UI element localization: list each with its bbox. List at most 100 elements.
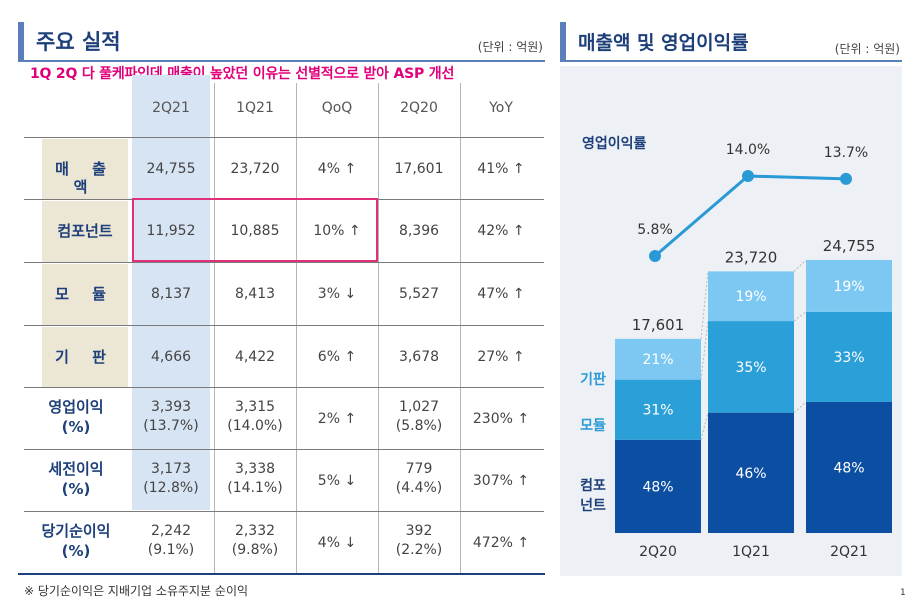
row-divider [24, 137, 544, 138]
table-cell: 3,393 [150, 399, 192, 415]
margin-label: 13.7% [824, 145, 868, 161]
column-header: 2Q20 [400, 100, 438, 116]
table-cell: 3,338 [234, 461, 276, 477]
table-cell: 8,396 [398, 223, 440, 239]
legend-label-컴포넌트: 넌트 [580, 498, 606, 514]
bar-segment-모듈 [806, 311, 892, 402]
margin-point [742, 170, 754, 182]
segment-label: 48% [642, 479, 673, 495]
table-cell: 5,527 [398, 286, 440, 302]
segment-connector [700, 271, 709, 339]
margin-label: 14.0% [726, 142, 770, 158]
column-divider [460, 83, 461, 573]
highlight-box [132, 198, 378, 262]
page-number: 1 [900, 588, 906, 598]
table-cell: 779 [405, 461, 433, 477]
table-cell: 8,413 [234, 286, 276, 302]
margin-point [649, 250, 661, 262]
right-section-header: 매출액 및 영업이익률 (단위 : 억원) [560, 22, 902, 62]
table-cell: 392 [405, 523, 433, 539]
table-cell: 23,720 [230, 161, 280, 177]
bottom-rule [18, 573, 545, 575]
legend-label-컴포넌트: 컴포 [580, 478, 606, 494]
segment-connector [793, 401, 807, 414]
row-label-background [42, 264, 128, 325]
left-section-header: 주요 실적 (단위 : 억원) [18, 22, 545, 62]
table-cell: 42% ↑ [477, 223, 525, 239]
table-cell: 2,242 [150, 523, 192, 539]
line-series-label: 영업이익률 [582, 135, 647, 152]
row-label: 세전이익 [48, 460, 104, 478]
segment-label: 31% [642, 403, 673, 419]
bar-total-label: 17,601 [632, 316, 685, 334]
bar-segment-기판 [806, 259, 892, 312]
segment-label: 33% [833, 350, 864, 366]
x-tick-label: 2Q21 [830, 544, 868, 560]
header-accent-bar [18, 22, 24, 60]
row-label: 영업이익 [48, 398, 104, 416]
header-accent-bar [560, 22, 566, 60]
table-cell: 307% ↑ [472, 473, 530, 489]
column-header: YoY [489, 100, 513, 116]
column-divider [296, 83, 297, 573]
bar-segment-모듈 [615, 379, 701, 440]
segment-label: 35% [735, 360, 766, 376]
footnote: ※ 당기순이익은 지배기업 소유주지분 순이익 [24, 584, 249, 598]
highlight-column [132, 75, 210, 510]
row-label: 기 판 [55, 348, 115, 366]
column-divider [214, 83, 215, 573]
table-cell: 4,666 [150, 349, 192, 365]
column-header: 2Q21 [152, 100, 190, 116]
row-divider [24, 449, 544, 450]
legend-label-기판: 기판 [580, 372, 606, 388]
row-label-unit: (%) [61, 418, 91, 436]
table-cell: 3,173 [150, 461, 192, 477]
row-divider [24, 511, 544, 512]
row-divider [24, 325, 544, 326]
table-cell: 4% ↑ [317, 161, 357, 177]
segment-label: 46% [735, 466, 766, 482]
table-cell-percent: (4.4%) [395, 480, 443, 496]
table-cell: 4,422 [234, 349, 276, 365]
table-cell: 2% ↑ [317, 411, 357, 427]
segment-label: 19% [833, 279, 864, 295]
row-divider [24, 262, 544, 263]
results-table: 2Q21 1Q21 QoQ 2Q20 YoY 매 출 액 24,755 23,720 4% ↑ 1… [24, 75, 544, 575]
segment-label: 19% [735, 289, 766, 305]
bar-segment-모듈 [708, 321, 794, 413]
left-section-title: 주요 실적 [36, 30, 121, 54]
table-cell-percent: (9.1%) [147, 542, 195, 558]
row-label-unit: (%) [61, 542, 91, 560]
row-label: 모 듈 [55, 285, 115, 303]
table-cell: 41% ↑ [477, 161, 525, 177]
row-label-background [42, 139, 128, 200]
table-cell: 472% ↑ [472, 535, 530, 551]
table-cell: 1,027 [398, 399, 440, 415]
column-divider [378, 83, 379, 573]
table-cell: 230% ↑ [472, 411, 530, 427]
bar-segment-기판 [708, 271, 794, 322]
x-tick-label: 1Q21 [732, 544, 770, 560]
table-cell: 5% ↓ [317, 473, 357, 489]
table-cell: 2,332 [234, 523, 276, 539]
table-cell-percent: (13.7%) [143, 418, 199, 434]
table-cell: 6% ↑ [317, 349, 357, 365]
table-cell-percent: (5.8%) [395, 418, 443, 434]
table-cell: 3,678 [398, 349, 440, 365]
bar-total-label: 23,720 [725, 248, 778, 266]
segment-connector [700, 321, 709, 380]
row-label: 당기순이익 [41, 522, 111, 540]
revenue-margin-chart: 48% 31% 21% 17,601 2Q20 46% 35% 19% 23,720 1Q21 48… [580, 135, 892, 560]
segment-connector [793, 311, 807, 322]
table-cell-percent: (12.8%) [143, 480, 199, 496]
margin-label: 5.8% [637, 222, 673, 238]
segment-label: 48% [833, 460, 864, 476]
legend-label-모듈: 모듈 [580, 418, 606, 434]
x-tick-label: 2Q20 [639, 544, 677, 560]
table-cell: 4% ↓ [317, 535, 357, 551]
row-label: 매 출 액 [55, 160, 115, 196]
table-cell-percent: (14.0%) [227, 418, 283, 434]
segment-label: 21% [642, 352, 673, 368]
margin-line [654, 174, 847, 258]
row-label-background [42, 327, 128, 388]
